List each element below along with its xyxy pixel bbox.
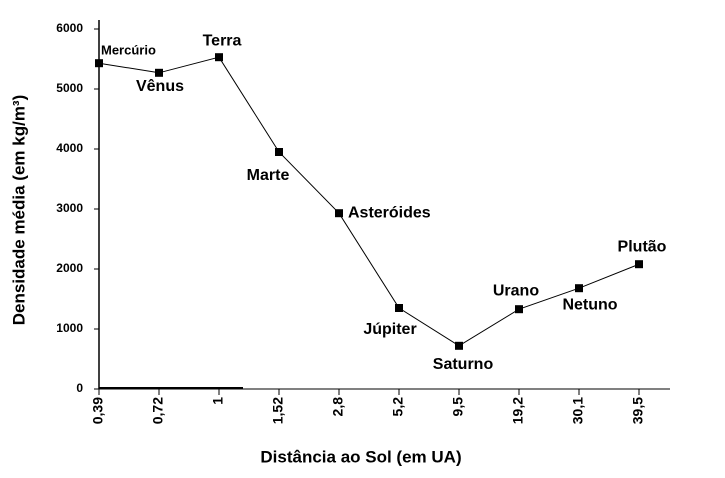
point [215,53,223,62]
point [275,148,283,156]
x-tick-label: 2,8 [330,397,346,417]
y-tick-label: 2000 [56,261,83,275]
point-label: Asteróides [348,204,431,221]
point [515,305,523,314]
point [155,68,163,77]
point-label: Vênus [136,78,184,95]
point-label: Plutão [618,238,667,255]
y-tick-label: 5000 [56,81,83,95]
point-label: Terra [203,32,242,49]
x-tick-label: 39,5 [630,397,646,424]
point [635,260,643,269]
point [575,284,583,293]
x-tick-label: 0,72 [150,397,166,424]
point-label: Netuno [562,296,617,313]
y-tick-label: 1000 [56,321,83,335]
point [455,341,463,350]
y-axis-label: Densidade média (em kg/m³) [9,95,28,326]
x-tick-label: 9,5 [450,397,466,417]
x-tick-label: 1,52 [270,397,286,424]
point-label: Júpiter [363,321,416,338]
x-tick-label: 30,1 [570,397,586,424]
point-label: Mercúrio [101,43,156,58]
y-tick-label: 6000 [56,21,83,35]
x-tick-label: 0,39 [90,397,106,424]
x-tick-label: 5,2 [390,397,406,417]
point-label: Marte [247,167,290,184]
line [98,56,640,347]
x-axis-label: Distância ao Sol (em UA) [260,447,461,466]
point [395,304,403,312]
y-tick-label: 4000 [56,141,83,155]
x-tick-label: 1 [210,397,226,405]
y-tick-label: 0 [76,381,83,395]
point [335,209,343,218]
y-tick-label: 3000 [56,201,83,215]
point [95,59,103,68]
x-tick-label: 19,2 [510,397,526,424]
point-label: Saturno [433,356,494,373]
point-label: Urano [493,282,539,299]
